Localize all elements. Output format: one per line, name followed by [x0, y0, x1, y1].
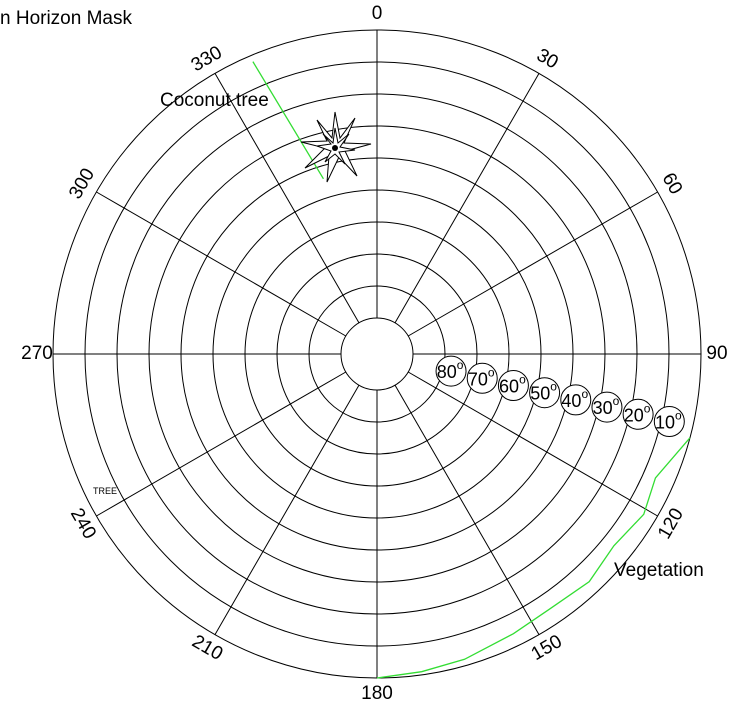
- azimuth-spoke-240: [96, 371, 347, 517]
- azimuth-label-120: 120: [654, 505, 688, 543]
- elevation-badge-70: [466, 362, 498, 394]
- obstructions: [252, 61, 691, 679]
- azimuth-label-60: 60: [657, 169, 686, 198]
- elevation-badge-80: [435, 355, 467, 387]
- elevation-badge-20: [622, 398, 654, 430]
- azimuth-label-270: 270: [21, 343, 53, 364]
- elevation-badge-50: [529, 377, 561, 409]
- zenith-circle: [340, 317, 414, 391]
- azimuth-label-0: 0: [372, 3, 383, 24]
- azimuth-label-180: 180: [361, 683, 393, 702]
- azimuth-spoke-150: [394, 384, 540, 635]
- diagram-title: n Horizon Mask: [0, 8, 132, 29]
- azimuth-label-90: 90: [706, 343, 727, 364]
- azimuth-spoke-30: [394, 73, 540, 324]
- azimuth-label-240: 240: [66, 505, 100, 543]
- azimuth-spoke-300: [96, 191, 347, 337]
- annotation-coconut-tree: Coconut tree: [160, 90, 269, 111]
- azimuth-label-30: 30: [533, 45, 562, 74]
- azimuth-spoke-60: [407, 191, 658, 337]
- tree-obstruction-line: [252, 61, 324, 180]
- elevation-badge-10: [653, 405, 685, 437]
- azimuth-spoke-120: [407, 371, 658, 517]
- tree-symbol-icon: [300, 111, 372, 183]
- azimuth-spoke-210: [214, 384, 360, 635]
- elevation-badge-60: [497, 369, 529, 401]
- azimuth-spokes: [53, 30, 701, 678]
- annotation-vegetation: Vegetation: [614, 560, 704, 581]
- azimuth-label-150: 150: [528, 631, 566, 665]
- annotation-tree: TREE: [93, 486, 117, 496]
- vegetation-obstruction-line: [376, 437, 691, 679]
- elevation-badge-40: [560, 384, 592, 416]
- tree-star-core: [332, 145, 338, 151]
- azimuth-spoke-330: [214, 73, 360, 324]
- azimuth-label-210: 210: [188, 631, 226, 665]
- elevation-badge-30: [591, 391, 623, 423]
